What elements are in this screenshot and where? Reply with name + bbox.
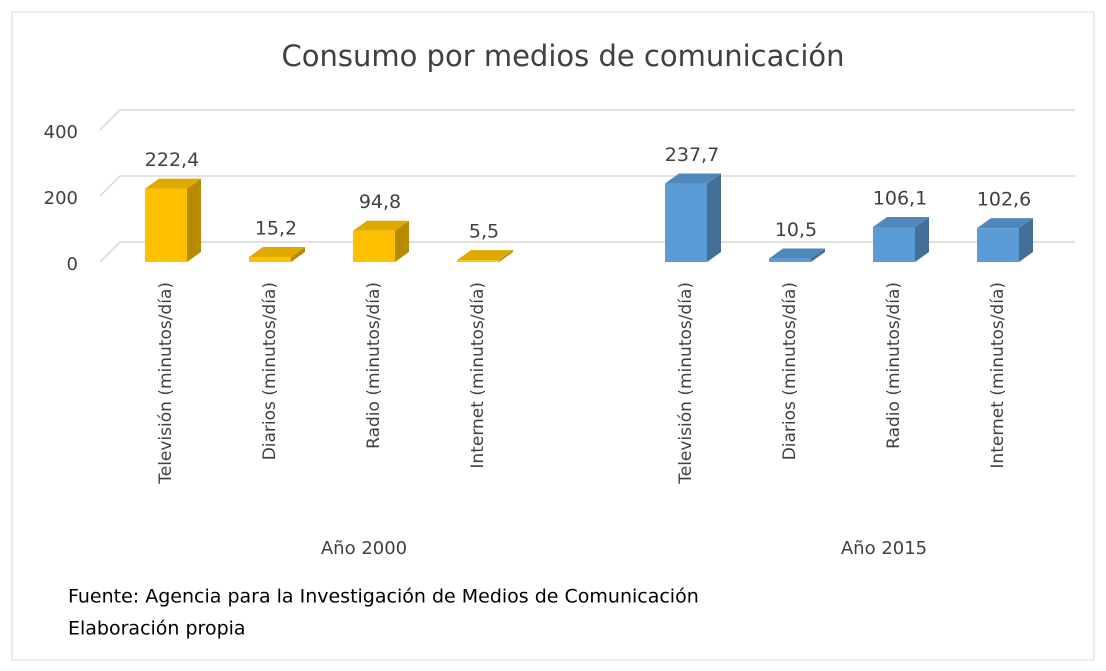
bar [769, 258, 811, 262]
chart-title: Consumo por medios de comunicación [281, 39, 844, 73]
chart-frame [11, 11, 1095, 661]
bar [353, 230, 395, 262]
x-tick-label: Televisión (minutos/día) [676, 282, 696, 485]
x-tick-label: Internet (minutos/día) [988, 282, 1008, 469]
bar-side [291, 246, 305, 262]
bar [873, 226, 915, 262]
bar [249, 256, 291, 262]
bar [457, 260, 499, 262]
value-label: 5,5 [469, 221, 499, 243]
bar-top [665, 173, 721, 184]
bar-top [145, 178, 201, 189]
y-tick-label: 400 [44, 122, 78, 143]
y-tick-label: 0 [67, 254, 78, 275]
value-label: 102,6 [977, 189, 1031, 211]
x-tick-label: Internet (minutos/día) [468, 282, 488, 469]
group-label: Año 2015 [841, 538, 927, 559]
bar-side [499, 250, 513, 262]
bar-side [187, 178, 201, 262]
bar-top [457, 250, 513, 261]
value-label: 15,2 [255, 217, 297, 239]
value-label: 10,5 [775, 219, 817, 241]
bar-side [395, 220, 409, 262]
value-label: 237,7 [665, 144, 719, 166]
bar-top [353, 220, 409, 231]
value-label: 106,1 [873, 187, 927, 209]
value-label: 222,4 [145, 149, 199, 171]
bar-side [707, 173, 721, 262]
x-tick-label: Televisión (minutos/día) [156, 282, 176, 485]
bar-side [811, 248, 825, 262]
bar-side [915, 216, 929, 262]
bar-top [873, 216, 929, 227]
grid-line [99, 109, 1075, 131]
group-label: Año 2000 [321, 538, 407, 559]
bar-side [1019, 218, 1033, 262]
bar-top [769, 248, 825, 259]
x-tick-label: Radio (minutos/día) [884, 282, 904, 449]
x-tick-label: Radio (minutos/día) [364, 282, 384, 449]
source-note: Fuente: Agencia para la Investigación de… [68, 586, 699, 608]
bar [145, 188, 187, 262]
x-tick-label: Diarios (minutos/día) [780, 282, 800, 460]
note: Elaboración propia [68, 618, 246, 640]
bar-top [977, 218, 1033, 229]
bar [977, 228, 1019, 262]
x-tick-label: Diarios (minutos/día) [260, 282, 280, 460]
grid-line [99, 175, 1075, 197]
bar-top [249, 246, 305, 257]
value-label: 94,8 [359, 191, 401, 213]
bar [665, 183, 707, 262]
y-tick-label: 200 [44, 188, 78, 209]
grid-line [99, 241, 1075, 263]
